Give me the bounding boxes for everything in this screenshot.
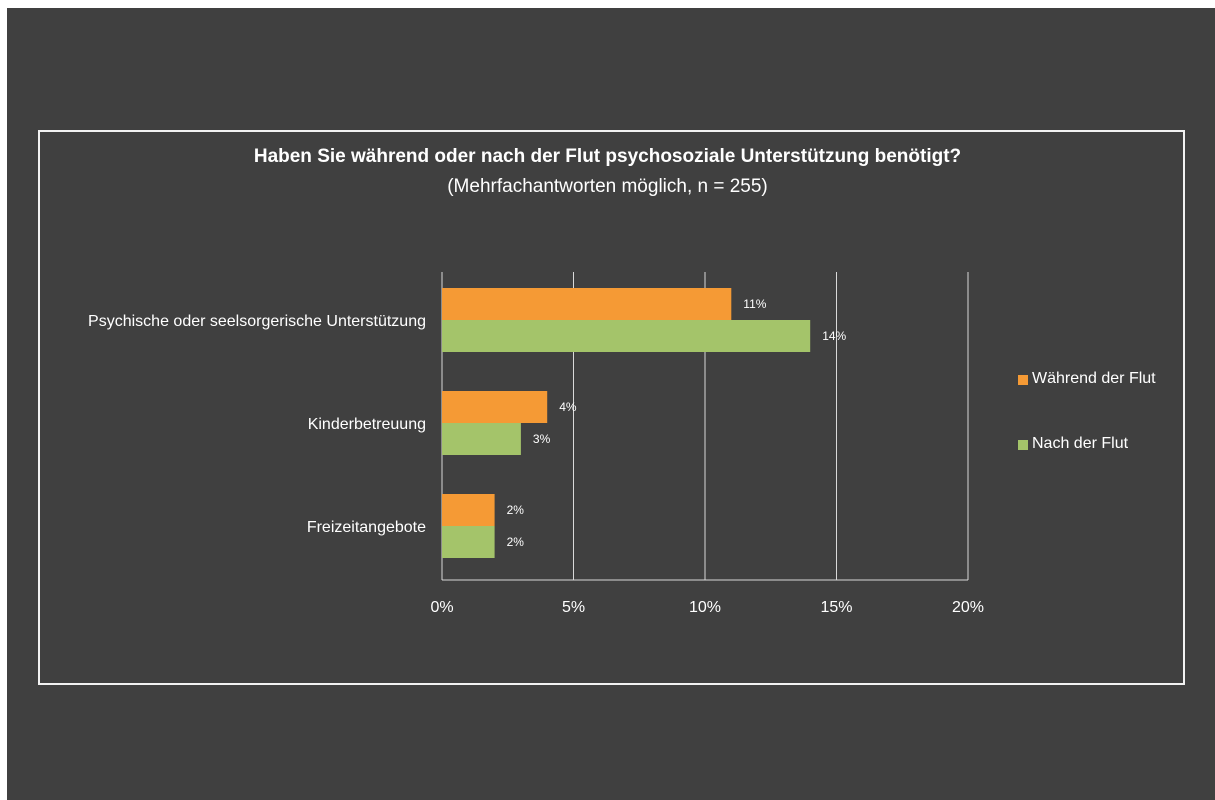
legend-label: Während der Flut: [1032, 370, 1156, 387]
x-tick-label: 10%: [689, 599, 721, 616]
bar: [442, 288, 732, 320]
bar: [442, 494, 495, 526]
x-tick-label: 0%: [430, 599, 453, 616]
data-label: 2%: [507, 503, 525, 517]
legend-label: Nach der Flut: [1032, 435, 1129, 452]
x-tick-label: 20%: [952, 599, 984, 616]
category-label: Kinderbetreuung: [308, 416, 426, 433]
data-label: 14%: [822, 329, 846, 343]
chart-subtitle: (Mehrfachantworten möglich, n = 255): [447, 176, 768, 197]
data-label: 2%: [507, 535, 525, 549]
legend-swatch: [1018, 375, 1028, 385]
bar: [442, 320, 811, 352]
legend-swatch: [1018, 440, 1028, 450]
bar: [442, 423, 521, 455]
x-tick-label: 15%: [820, 599, 852, 616]
data-label: 11%: [743, 297, 766, 311]
data-label: 4%: [559, 400, 577, 414]
chart-panel: [7, 8, 1215, 800]
data-label: 3%: [533, 432, 551, 446]
bar: [442, 526, 495, 558]
category-label: Psychische oder seelsorgerische Unterstü…: [88, 313, 426, 330]
x-tick-label: 5%: [562, 599, 585, 616]
chart-frame: [38, 130, 1185, 685]
category-label: Freizeitangebote: [307, 519, 426, 536]
bar: [442, 391, 548, 423]
chart-title: Haben Sie während oder nach der Flut psy…: [253, 146, 962, 167]
